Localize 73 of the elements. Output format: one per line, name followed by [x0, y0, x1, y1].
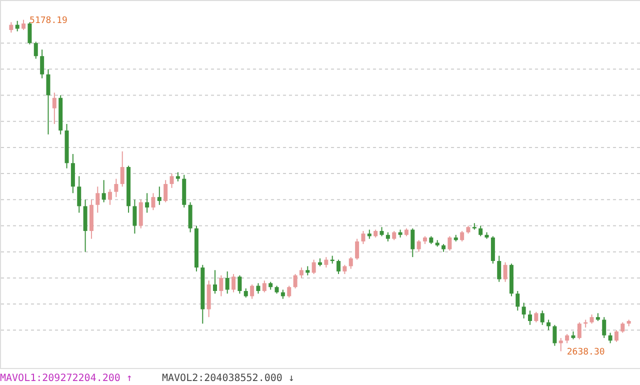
candlestick	[96, 186, 100, 214]
candlestick	[478, 225, 483, 237]
candlestick	[70, 153, 75, 194]
candlestick	[380, 226, 384, 237]
candlestick	[497, 255, 502, 282]
candlestick	[293, 274, 298, 289]
candlestick	[540, 310, 544, 326]
candlestick	[306, 266, 310, 276]
candlestick	[213, 270, 217, 294]
candlestick	[219, 274, 224, 297]
candlestick	[151, 192, 156, 211]
candlestick	[416, 240, 421, 252]
candlestick	[336, 259, 341, 275]
candlestick	[590, 314, 594, 324]
candlestick	[392, 230, 396, 241]
candlestick	[516, 290, 520, 312]
candlestick	[114, 178, 118, 198]
candlestick	[620, 322, 625, 334]
candlestick	[102, 180, 106, 203]
candlestick	[40, 49, 44, 79]
candlestick	[558, 337, 563, 352]
candlestick	[460, 230, 464, 242]
candlestick	[348, 256, 353, 270]
candlestick	[22, 19, 26, 31]
candlestick	[52, 92, 56, 124]
annotation: 5178.19	[30, 16, 68, 26]
candlestick	[410, 228, 415, 258]
candlestick	[132, 199, 137, 234]
candlestick	[244, 288, 248, 298]
candlestick	[34, 41, 38, 60]
candlestick	[46, 68, 50, 135]
candlestick	[522, 302, 526, 319]
annotation: 2638.30	[566, 347, 605, 358]
candlestick	[238, 274, 242, 294]
candlestick	[287, 285, 292, 298]
candlestick	[367, 229, 372, 240]
candlestick	[145, 192, 150, 214]
candlestick	[361, 230, 366, 245]
candlestick	[324, 256, 328, 268]
candlestick	[108, 188, 112, 206]
candlestick	[503, 262, 508, 282]
candlestick	[9, 22, 14, 34]
candlestick	[138, 199, 143, 229]
candlestick	[602, 316, 606, 338]
candlestick	[120, 150, 124, 188]
candlestick	[614, 330, 618, 342]
candlestick	[577, 322, 582, 340]
candlestick	[342, 264, 347, 275]
candlestick	[299, 267, 304, 278]
candlestick	[28, 22, 32, 45]
text: MAVOL2:204038552.000 ↓	[162, 373, 294, 384]
candlestick	[77, 176, 82, 214]
candlestick	[565, 334, 570, 344]
candlestick	[188, 202, 192, 233]
candlestick	[170, 173, 174, 188]
candlestick	[256, 282, 260, 294]
candlestick	[250, 284, 254, 300]
candlestick	[232, 274, 236, 293]
text: MAVOL1:209272204.200 ↑	[0, 373, 132, 384]
candlestick	[490, 236, 495, 264]
candlestick	[176, 172, 180, 182]
candlestick	[448, 236, 452, 252]
candlestick	[528, 310, 532, 326]
candlestick	[552, 324, 557, 346]
candlestick	[355, 238, 360, 260]
candlestick	[386, 232, 390, 242]
candlestick	[312, 259, 316, 275]
candlestick	[608, 332, 612, 344]
candlestick	[225, 270, 230, 294]
candlestick	[157, 186, 162, 206]
candlestick	[262, 280, 266, 293]
candlestick	[534, 311, 538, 323]
candlestick	[164, 180, 168, 203]
